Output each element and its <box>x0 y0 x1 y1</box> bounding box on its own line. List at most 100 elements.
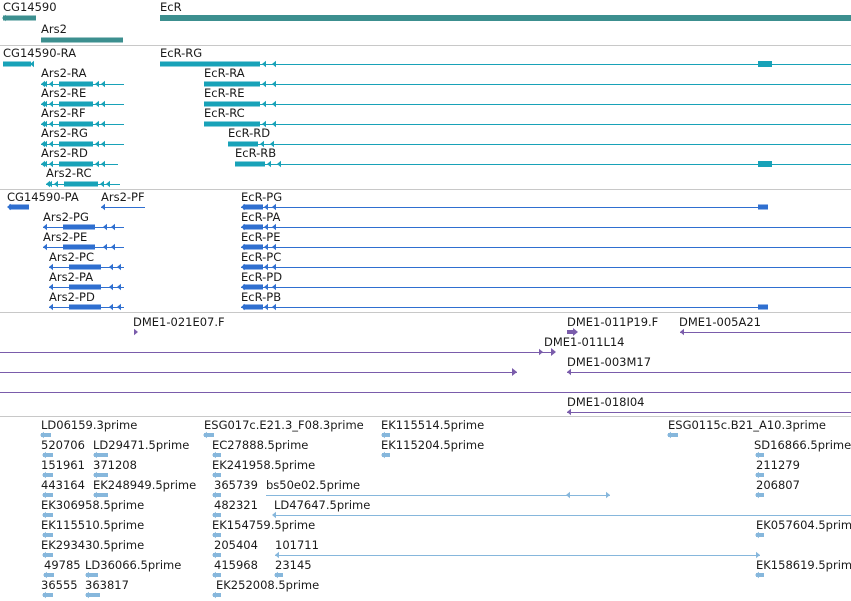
est-r8-3-arrow[interactable] <box>274 571 278 579</box>
e-482321-label[interactable]: 482321 <box>214 498 258 512</box>
est-r8-0-arrow[interactable] <box>43 571 47 579</box>
est-101711-a1[interactable] <box>275 551 279 559</box>
e-ld29471-label[interactable]: LD29471.5prime <box>93 438 190 452</box>
t-ecr-rg-exon[interactable] <box>160 61 260 67</box>
t-ars2-3-chevron-2[interactable] <box>49 140 53 148</box>
e-ek115204-label[interactable]: EK115204.5prime <box>381 438 485 452</box>
t-ars2-5-chevron-3[interactable] <box>100 180 104 188</box>
est-r3-0[interactable] <box>43 473 53 477</box>
p-ecr-5-end[interactable] <box>758 304 768 310</box>
p-ars2-0-start[interactable] <box>43 223 47 231</box>
est-r4-1-arrow[interactable] <box>93 491 97 499</box>
p-ecr-4-exon[interactable] <box>243 284 263 290</box>
t-ars2-rc-label[interactable]: Ars2-RC <box>46 166 92 180</box>
est-r6-2[interactable] <box>756 533 764 537</box>
est-r5-1[interactable] <box>213 513 221 517</box>
est-r3-1-arrow[interactable] <box>93 471 97 479</box>
t-ecr-tx-0-chev2[interactable] <box>272 80 276 88</box>
est-r9-2-arrow[interactable] <box>212 591 216 599</box>
c-018i04-label[interactable]: DME1-018I04 <box>567 395 645 409</box>
e-ek241958-label[interactable]: EK241958.5prime <box>212 458 316 472</box>
est-r8-1[interactable] <box>86 573 98 577</box>
t-ars2-2-chevron-3[interactable] <box>95 120 99 128</box>
est-r6-1-arrow[interactable] <box>212 531 216 539</box>
est-r9-1-arrow[interactable] <box>85 591 89 599</box>
est-r8-1-arrow[interactable] <box>85 571 89 579</box>
t-ecr-tx-3-chev[interactable] <box>260 140 264 148</box>
c-021e07-label[interactable]: DME1-021E07.F <box>133 315 225 329</box>
t-ars2-0-chevron-2[interactable] <box>49 80 53 88</box>
c-011p19-arrow[interactable] <box>573 328 578 336</box>
p-ecr-1-exon[interactable] <box>243 224 263 230</box>
t-ars2-0-chevron-4[interactable] <box>101 80 105 88</box>
t-ecr-rg-label[interactable]: EcR-RG <box>160 46 203 60</box>
e-365739-label[interactable]: 365739 <box>214 478 258 492</box>
e-206807-label[interactable]: 206807 <box>756 478 800 492</box>
t-ecr-tx-2-exon[interactable] <box>204 121 260 127</box>
t-ars2-3-chevron-3[interactable] <box>95 140 99 148</box>
t-ars2-1-exon[interactable] <box>59 101 93 107</box>
est-r1-1-arrow[interactable] <box>381 431 385 439</box>
p-ars2-0-chev1[interactable] <box>103 223 107 231</box>
p-ars2-3-chev1[interactable] <box>109 283 113 291</box>
gene-ecr-glyph[interactable] <box>160 15 851 21</box>
t-ars2-0-chevron-3[interactable] <box>95 80 99 88</box>
t-ars2-1-start[interactable] <box>41 100 45 108</box>
est-r1-1[interactable] <box>382 433 390 437</box>
p-ecr-2-chev2[interactable] <box>272 243 276 251</box>
e-101711-label[interactable]: 101711 <box>275 538 319 552</box>
est-r4-3[interactable] <box>756 493 764 497</box>
est-r3-3-arrow[interactable] <box>755 471 759 479</box>
t-ecr-rd-label[interactable]: EcR-RD <box>228 126 271 140</box>
t-ars2-rf-label[interactable]: Ars2-RF <box>41 106 86 120</box>
t-cg14590-ra-exon[interactable] <box>3 61 31 67</box>
est-r2-2[interactable] <box>213 453 221 457</box>
t-ars2-3-chevron-4[interactable] <box>101 140 105 148</box>
p-ecr-pd-label[interactable]: EcR-PD <box>241 270 283 284</box>
c-left-arrow[interactable] <box>512 368 517 376</box>
p-ars2-pf-arrow[interactable] <box>101 203 105 211</box>
est-r3-3[interactable] <box>756 473 764 477</box>
p-ecr-1-chev2[interactable] <box>272 223 276 231</box>
t-ecr-rb-label[interactable]: EcR-RB <box>235 146 277 160</box>
t-ecr-ra-label[interactable]: EcR-RA <box>204 66 245 80</box>
e-ek057604-label[interactable]: EK057604.5prime <box>756 518 851 532</box>
est-r2-0-arrow[interactable] <box>42 451 46 459</box>
p-ars2-3-exon[interactable] <box>69 284 101 290</box>
t-ecr-rc-label[interactable]: EcR-RC <box>204 106 245 120</box>
e-23145-label[interactable]: 23145 <box>275 558 312 572</box>
p-ecr-4-chev2[interactable] <box>272 283 276 291</box>
p-ecr-4-chev1[interactable] <box>264 283 268 291</box>
est-r7-1[interactable] <box>213 553 221 557</box>
t-ars2-2-start[interactable] <box>41 120 45 128</box>
t-ars2-0-exon[interactable] <box>59 81 93 87</box>
est-r1-2-arrow[interactable] <box>667 431 671 439</box>
p-ecr-0-chev2[interactable] <box>272 203 276 211</box>
e-415968-label[interactable]: 415968 <box>214 558 258 572</box>
est-r1-0-arrow[interactable] <box>40 431 44 439</box>
t-ars2-4-exon[interactable] <box>59 161 93 167</box>
t-ecr-rg-exon2[interactable] <box>758 61 772 67</box>
e-ld06159-label[interactable]: LD06159.3prime <box>41 418 138 432</box>
p-ecr-pe-label[interactable]: EcR-PE <box>241 230 281 244</box>
est-r6-2-arrow[interactable] <box>755 531 759 539</box>
p-ecr-0-chev1[interactable] <box>264 203 268 211</box>
p-ecr-2-start[interactable] <box>241 243 245 251</box>
e-ek158619-label[interactable]: EK158619.5prime <box>756 558 851 572</box>
est-r4-2-arrow[interactable] <box>212 491 216 499</box>
e-205404-label[interactable]: 205404 <box>214 538 258 552</box>
p-ecr-5-start[interactable] <box>241 303 245 311</box>
t-ecr-tx-3-chev2[interactable] <box>270 140 274 148</box>
t-ars2-4-chevron-3[interactable] <box>95 160 99 168</box>
e-363817-label[interactable]: 363817 <box>85 578 129 592</box>
est-r4-2[interactable] <box>213 493 221 497</box>
est-r5-1-arrow[interactable] <box>212 511 216 519</box>
t-ars2-4-chevron-4[interactable] <box>101 160 105 168</box>
est-101711-a2[interactable] <box>756 551 760 559</box>
t-ars2-rg-label[interactable]: Ars2-RG <box>41 126 88 140</box>
c-005a21-arrow[interactable] <box>680 328 684 336</box>
est-r6-1[interactable] <box>213 533 221 537</box>
t-ars2-re-label[interactable]: Ars2-RE <box>41 86 87 100</box>
p-ecr-0-exon[interactable] <box>243 204 263 210</box>
g-ecr-label[interactable]: EcR <box>160 0 182 14</box>
